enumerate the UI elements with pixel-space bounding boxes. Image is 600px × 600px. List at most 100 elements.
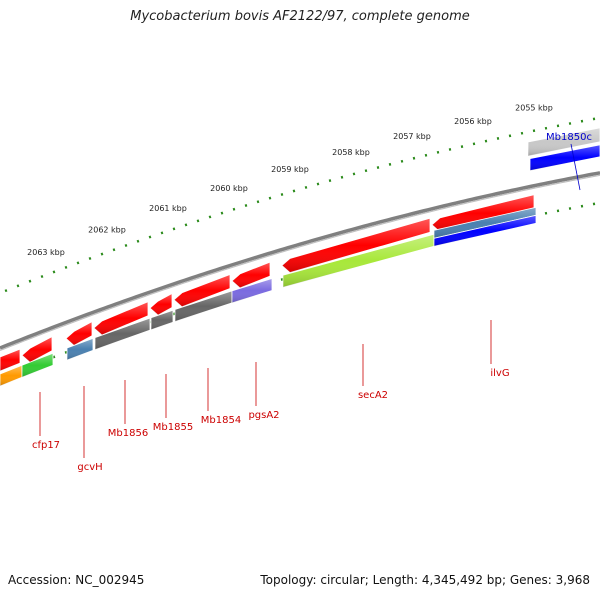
- ruler-tick-outer: [280, 193, 284, 196]
- ruler-tick-outer: [40, 274, 44, 279]
- gene-arrow-cfp17-cds-2-shade: [22, 336, 52, 363]
- ruler-tick-outer: [340, 175, 344, 179]
- ruler-tick-outer: [568, 122, 572, 125]
- accession-text: Accession: NC_002945: [8, 573, 145, 587]
- ruler-tick-outer: [352, 172, 356, 176]
- scale-tick-label: 2063 kbp: [27, 248, 65, 257]
- cog-band-dark-gray-2-shade: [151, 310, 173, 330]
- cog-band-blue-shade: [434, 215, 536, 247]
- ruler-tick-outer: [388, 162, 392, 166]
- ruler-tick-outer: [232, 207, 236, 211]
- scale-tick-label: 2062 kbp: [88, 225, 126, 234]
- gene-arrow-cfp17-cds-shade: [0, 349, 20, 371]
- ruler-tick-outer: [268, 196, 272, 200]
- gene-label-mb1855[interactable]: Mb1855: [153, 422, 193, 433]
- cog-band-slate-purple-shade: [232, 278, 272, 303]
- cog-band-light-green-shade: [283, 234, 434, 288]
- gene-label-mb1854[interactable]: Mb1854: [201, 415, 241, 426]
- ruler-tick-outer: [292, 189, 296, 193]
- gene-arrow-seca2-cds-shade: [282, 218, 430, 273]
- gene-arrow-mb1856-cds-shade: [94, 301, 148, 335]
- cog-band-dark-gray-3-shade: [175, 290, 232, 322]
- genome-backbone-highlight: [0, 174, 600, 352]
- ruler-tick-outer: [64, 265, 68, 269]
- gene-label-mb1856[interactable]: Mb1856: [108, 428, 148, 439]
- ruler-tick-outer: [316, 182, 320, 186]
- ruler-tick-outer: [484, 139, 488, 143]
- ruler-tick-outer: [376, 166, 380, 169]
- ruler-tick-inner: [544, 211, 548, 215]
- ruler-tick-outer: [304, 185, 308, 189]
- scale-tick-label: 2061 kbp: [149, 204, 187, 213]
- scale-tick-label: 2059 kbp: [271, 165, 309, 174]
- scale-tick-label: 2055 kbp: [515, 104, 553, 113]
- cog-band-steel-blue-shade: [67, 338, 93, 360]
- ruler-tick-outer: [508, 134, 512, 138]
- genome-backbone: [0, 171, 600, 350]
- scale-tick-label: 2056 kbp: [454, 117, 492, 126]
- scale-tick-label: 2057 kbp: [393, 132, 431, 141]
- ruler-tick-outer: [28, 279, 32, 283]
- ruler-tick-outer: [208, 215, 212, 219]
- gene-label-cfp17[interactable]: cfp17: [32, 440, 60, 451]
- ruler-tick-outer: [556, 124, 560, 128]
- ruler-tick-outer: [256, 200, 260, 204]
- ruler-tick-outer: [172, 227, 176, 231]
- ruler-tick-outer: [328, 179, 332, 183]
- ruler-tick-outer: [532, 129, 536, 133]
- ruler-tick-outer: [16, 284, 20, 288]
- ruler-tick-outer: [52, 270, 56, 274]
- genome-summary-text: Topology: circular; Length: 4,345,492 bp…: [260, 573, 590, 587]
- ruler-tick-outer: [100, 252, 104, 256]
- gene-arrow-mb1850c-shade: [530, 144, 600, 171]
- ruler-tick-outer: [148, 235, 152, 239]
- scale-tick-label: 2058 kbp: [332, 148, 370, 157]
- ruler-tick-outer: [592, 117, 596, 121]
- gene-label-ilvg[interactable]: ilvG: [490, 368, 509, 379]
- ruler-tick-outer: [436, 150, 440, 154]
- ruler-tick-outer: [220, 211, 224, 215]
- gene-label-gcvh[interactable]: gcvH: [77, 462, 102, 473]
- ruler-tick-inner: [556, 209, 560, 213]
- ruler-tick-outer: [4, 289, 8, 293]
- ruler-tick-outer: [544, 126, 548, 130]
- cog-band-dark-gray-shade: [95, 318, 150, 350]
- scale-tick-label: 2060 kbp: [210, 184, 248, 193]
- gene-label-seca2[interactable]: secA2: [358, 390, 388, 401]
- gene-arrow-gcvh-cds-shade: [66, 321, 92, 346]
- ruler-tick-outer: [76, 261, 80, 265]
- ruler-tick-outer: [136, 239, 140, 243]
- ruler-tick-outer: [448, 148, 452, 151]
- ruler-tick-outer: [424, 153, 428, 157]
- gene-arrow-pgsa2-cds-shade: [232, 262, 270, 288]
- ruler-tick-outer: [412, 156, 416, 160]
- ruler-tick-outer: [364, 169, 368, 173]
- ruler-tick-outer: [112, 248, 116, 252]
- ruler-tick-outer: [244, 204, 248, 207]
- ruler-tick-outer: [184, 223, 188, 227]
- ruler-tick-outer: [580, 119, 584, 123]
- ruler-tick-inner: [592, 202, 596, 206]
- cog-band-orange-shade: [0, 365, 22, 386]
- ruler-tick-outer: [160, 231, 164, 235]
- cog-band-green-shade: [22, 353, 53, 378]
- ruler-tick-outer: [460, 145, 464, 149]
- map-title: Mycobacterium bovis AF2122/97, complete …: [130, 9, 470, 24]
- ruler-tick-outer: [472, 142, 476, 146]
- gene-arrow-mb1855-cds-shade: [150, 293, 172, 316]
- ruler-tick-inner: [568, 207, 572, 210]
- cog-band-steel-blue-2-shade: [434, 207, 536, 239]
- ruler-tick-outer: [520, 131, 524, 135]
- ruler-tick-outer: [400, 159, 404, 163]
- gene-arrow-mb1850c-cds-shade: [528, 127, 600, 156]
- ruler-tick-outer: [88, 256, 92, 260]
- gene-leader-line: [570, 143, 581, 191]
- ruler-tick-outer: [124, 243, 128, 247]
- ruler-tick-outer: [196, 219, 200, 223]
- ruler-tick-outer: [496, 137, 500, 140]
- gene-label-pgsa2[interactable]: pgsA2: [248, 410, 279, 421]
- gene-label-mb1850c[interactable]: Mb1850c: [546, 132, 592, 143]
- gene-arrow-mb1854-cds-shade: [174, 274, 230, 307]
- ruler-tick-inner: [580, 204, 584, 208]
